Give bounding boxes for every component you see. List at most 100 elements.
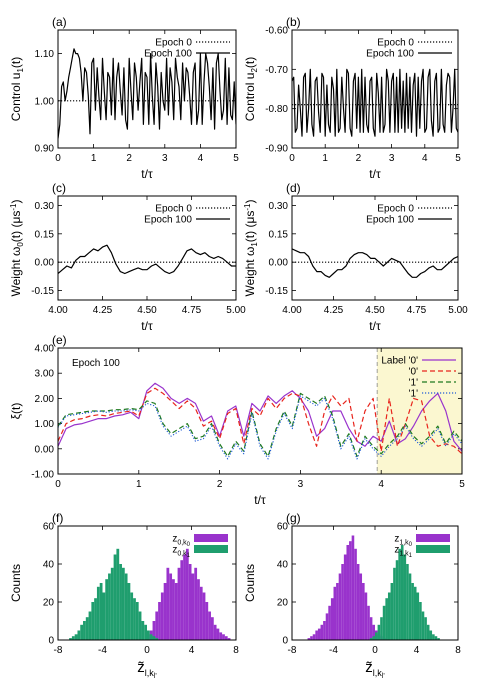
histogram-bar-2 <box>127 583 131 640</box>
histogram-bar-1 <box>180 560 184 640</box>
plot-area-g <box>307 535 440 640</box>
histogram-bar-2 <box>133 598 136 640</box>
histogram-bar-2 <box>395 560 399 640</box>
panel-label: (f) <box>52 511 63 525</box>
histogram-bar-2 <box>434 636 438 640</box>
histogram-bar-2 <box>416 592 420 640</box>
y-axis-label: Counts <box>243 564 257 602</box>
y-tick-label: -0.80 <box>265 104 288 115</box>
shaded-region <box>377 348 462 474</box>
histogram-bar-1 <box>341 564 344 640</box>
histogram-bar-2 <box>71 636 75 640</box>
plot-frame <box>57 29 237 149</box>
histogram-bar-1 <box>354 548 357 640</box>
histogram-bar-1 <box>317 628 321 640</box>
histogram-bar-2 <box>372 636 375 640</box>
histogram-bar-1 <box>338 573 342 640</box>
x-axis-label: t/τ <box>369 319 381 333</box>
histogram-bar-2 <box>99 583 103 640</box>
histogram-bar-2 <box>121 567 125 640</box>
x-tick-label: 0 <box>289 153 295 164</box>
histogram-bar-1 <box>163 583 167 640</box>
panel-b: 0 1 2 3 4 5 -0.90 -0.80 -0.70 -0.60(b) t/τ Control … <box>243 15 461 181</box>
legend-swatch <box>194 534 228 542</box>
plot-area-b <box>292 68 458 137</box>
y-tick-label: 0.00 <box>35 444 55 455</box>
histogram-bar-2 <box>102 592 106 640</box>
histogram-bar-2 <box>83 621 86 640</box>
histogram-bar-2 <box>398 548 401 640</box>
x-tick-label: 8 <box>233 645 239 656</box>
legend-label: Epoch 100 <box>144 215 192 226</box>
x-tick-label: 0 <box>372 645 378 656</box>
histogram-bar-2 <box>375 632 378 640</box>
panel-e: 0 1 2 3 4 5 -1.00 0.00 1.00 2.00 3.00 4.00(e) t/τ ξ(t… <box>9 333 465 507</box>
plot-frame <box>291 29 459 149</box>
y-tick-label: 0 <box>282 636 288 647</box>
histogram-bar-2 <box>91 602 95 640</box>
histogram-bar-1 <box>369 617 373 640</box>
y-tick-label: 0.30 <box>35 201 55 212</box>
histogram-bar-1 <box>315 630 318 640</box>
legend-label: Epoch 0 <box>377 204 414 215</box>
y-tick-label: 0.90 <box>35 144 55 155</box>
histogram-bar-2 <box>403 554 407 640</box>
histogram-bar-1 <box>172 579 175 640</box>
series-line-2 <box>292 248 458 278</box>
histogram-bar-2 <box>406 564 409 640</box>
histogram-bar-1 <box>191 573 195 640</box>
plot-frame <box>57 525 237 641</box>
histogram-bar-2 <box>69 638 72 640</box>
histogram-bar-2 <box>141 621 145 640</box>
x-tick-label: 4 <box>422 153 428 164</box>
x-tick-label: 5 <box>455 153 461 164</box>
series-line-2 <box>292 68 458 137</box>
legend-swatch <box>416 545 450 553</box>
series-line-2 <box>58 387 462 455</box>
legend-label: '1' <box>409 378 418 389</box>
histogram-bar-1 <box>194 567 198 640</box>
y-tick-label: 0.15 <box>35 229 55 240</box>
x-tick-label: 4.25 <box>324 305 344 316</box>
histogram-bar-1 <box>197 579 200 640</box>
series-line-4 <box>58 395 462 460</box>
panel-label: (e) <box>52 333 67 347</box>
x-tick-label: 2 <box>126 153 132 164</box>
legend-label: z0,k0 <box>172 534 190 549</box>
histogram-bar-2 <box>382 605 386 640</box>
legend-label: '1' <box>409 389 418 400</box>
x-tick-label: 8 <box>455 645 461 656</box>
y-tick-label: -0.70 <box>265 65 288 76</box>
plot-frame <box>57 195 237 301</box>
y-tick-label: 0.15 <box>269 229 289 240</box>
histogram-bar-2 <box>130 592 134 640</box>
histogram-bar-1 <box>188 564 192 640</box>
histogram-bar-1 <box>307 638 311 640</box>
legend-swatch <box>416 534 450 542</box>
panel-label: (d) <box>286 181 301 195</box>
series-line-2 <box>58 48 236 139</box>
histogram-bar-2 <box>155 638 159 640</box>
y-tick-label: 1.00 <box>35 419 55 430</box>
histogram-bar-1 <box>219 632 223 640</box>
y-tick-label: 3.00 <box>35 369 55 380</box>
legend-label: Epoch 100 <box>144 49 192 60</box>
series-line-1 <box>58 382 462 452</box>
histogram-bar-2 <box>110 567 114 640</box>
histogram-bar-1 <box>359 573 363 640</box>
x-axis-label: t/τ <box>254 493 266 507</box>
histogram-bar-1 <box>174 583 178 640</box>
plot-area-c <box>58 244 236 275</box>
histogram-bar-2 <box>85 617 89 640</box>
histogram-bar-2 <box>144 624 147 640</box>
panel-label: (a) <box>52 15 67 29</box>
histogram-bar-1 <box>364 592 368 640</box>
histogram-bar-2 <box>380 617 383 640</box>
histogram-bar-2 <box>393 567 396 640</box>
histogram-bar-1 <box>222 634 225 640</box>
histogram-bar-2 <box>119 564 122 640</box>
x-tick-label: 4 <box>414 645 420 656</box>
plot-area-f <box>69 548 231 640</box>
y-tick-label: 0.30 <box>269 201 289 212</box>
x-axis-label: t/τ <box>369 167 381 181</box>
